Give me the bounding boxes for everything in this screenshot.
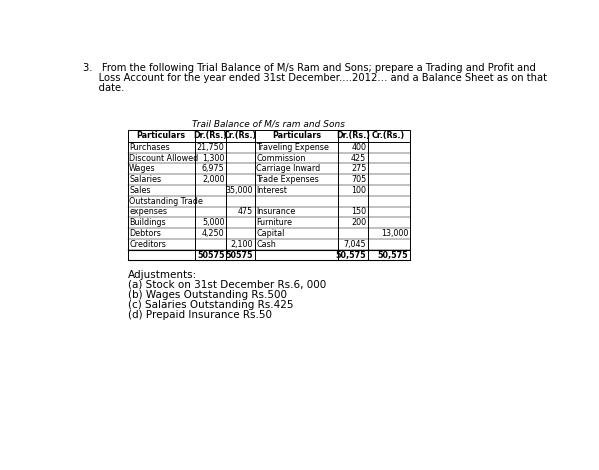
Text: Commission: Commission	[256, 154, 305, 163]
Text: 400: 400	[351, 143, 366, 152]
Text: Salaries: Salaries	[129, 175, 161, 184]
Text: 50575: 50575	[197, 251, 225, 259]
Text: 2,000: 2,000	[202, 175, 225, 184]
Text: date.: date.	[83, 83, 124, 93]
Text: 100: 100	[351, 186, 366, 195]
Text: Dr.(Rs.): Dr.(Rs.)	[336, 131, 370, 140]
Text: Traveling Expense: Traveling Expense	[256, 143, 329, 152]
Text: 1,300: 1,300	[202, 154, 225, 163]
Text: Capital: Capital	[256, 229, 285, 238]
Text: Interest: Interest	[256, 186, 287, 195]
Text: Debtors: Debtors	[129, 229, 161, 238]
Text: 3.   From the following Trial Balance of M/s Ram and Sons; prepare a Trading and: 3. From the following Trial Balance of M…	[83, 63, 536, 72]
Text: 200: 200	[351, 218, 366, 227]
Text: 6,975: 6,975	[202, 164, 225, 173]
Text: 13,000: 13,000	[381, 229, 408, 238]
Text: 2,100: 2,100	[231, 240, 253, 249]
Text: Trade Expenses: Trade Expenses	[256, 175, 319, 184]
Text: 275: 275	[351, 164, 366, 173]
Text: 50,575: 50,575	[377, 251, 408, 259]
Text: Outstanding Trade: Outstanding Trade	[129, 196, 203, 206]
Text: (d) Prepaid Insurance Rs.50: (d) Prepaid Insurance Rs.50	[128, 310, 271, 320]
Text: 21,750: 21,750	[196, 143, 225, 152]
Text: Cr.(Rs.): Cr.(Rs.)	[372, 131, 406, 140]
Text: Carriage Inward: Carriage Inward	[256, 164, 320, 173]
Text: Sales: Sales	[129, 186, 150, 195]
Text: 425: 425	[351, 154, 366, 163]
Text: 50,575: 50,575	[335, 251, 366, 259]
Text: expenses: expenses	[129, 207, 167, 217]
Text: 35,000: 35,000	[226, 186, 253, 195]
Text: Creditors: Creditors	[129, 240, 166, 249]
Text: 705: 705	[351, 175, 366, 184]
Text: 4,250: 4,250	[202, 229, 225, 238]
Text: (a) Stock on 31st December Rs.6, 000: (a) Stock on 31st December Rs.6, 000	[128, 280, 326, 290]
Text: 475: 475	[238, 207, 253, 217]
Text: Cash: Cash	[256, 240, 276, 249]
Bar	[128, 130, 410, 260]
Text: Purchases: Purchases	[129, 143, 170, 152]
Text: Cr.(Rs.): Cr.(Rs.)	[223, 131, 257, 140]
Text: 150: 150	[351, 207, 366, 217]
Text: 5,000: 5,000	[202, 218, 225, 227]
Text: Loss Account for the year ended 31st December....2012… and a Balance Sheet as on: Loss Account for the year ended 31st Dec…	[83, 72, 547, 83]
Text: Trail Balance of M/s ram and Sons: Trail Balance of M/s ram and Sons	[192, 119, 345, 128]
Text: Particulars: Particulars	[272, 131, 321, 140]
Text: Furniture: Furniture	[256, 218, 292, 227]
Text: Wages: Wages	[129, 164, 156, 173]
Text: Particulars: Particulars	[137, 131, 186, 140]
Text: (c) Salaries Outstanding Rs.425: (c) Salaries Outstanding Rs.425	[128, 300, 293, 310]
Text: 7,045: 7,045	[344, 240, 366, 249]
Text: (b) Wages Outstanding Rs.500: (b) Wages Outstanding Rs.500	[128, 290, 286, 300]
Text: Insurance: Insurance	[256, 207, 295, 217]
Text: 50575: 50575	[226, 251, 253, 259]
Text: Discount Allowed: Discount Allowed	[129, 154, 198, 163]
Text: Dr.(Rs.): Dr.(Rs.)	[193, 131, 228, 140]
Text: Adjustments:: Adjustments:	[128, 270, 197, 280]
Text: Buildings: Buildings	[129, 218, 166, 227]
